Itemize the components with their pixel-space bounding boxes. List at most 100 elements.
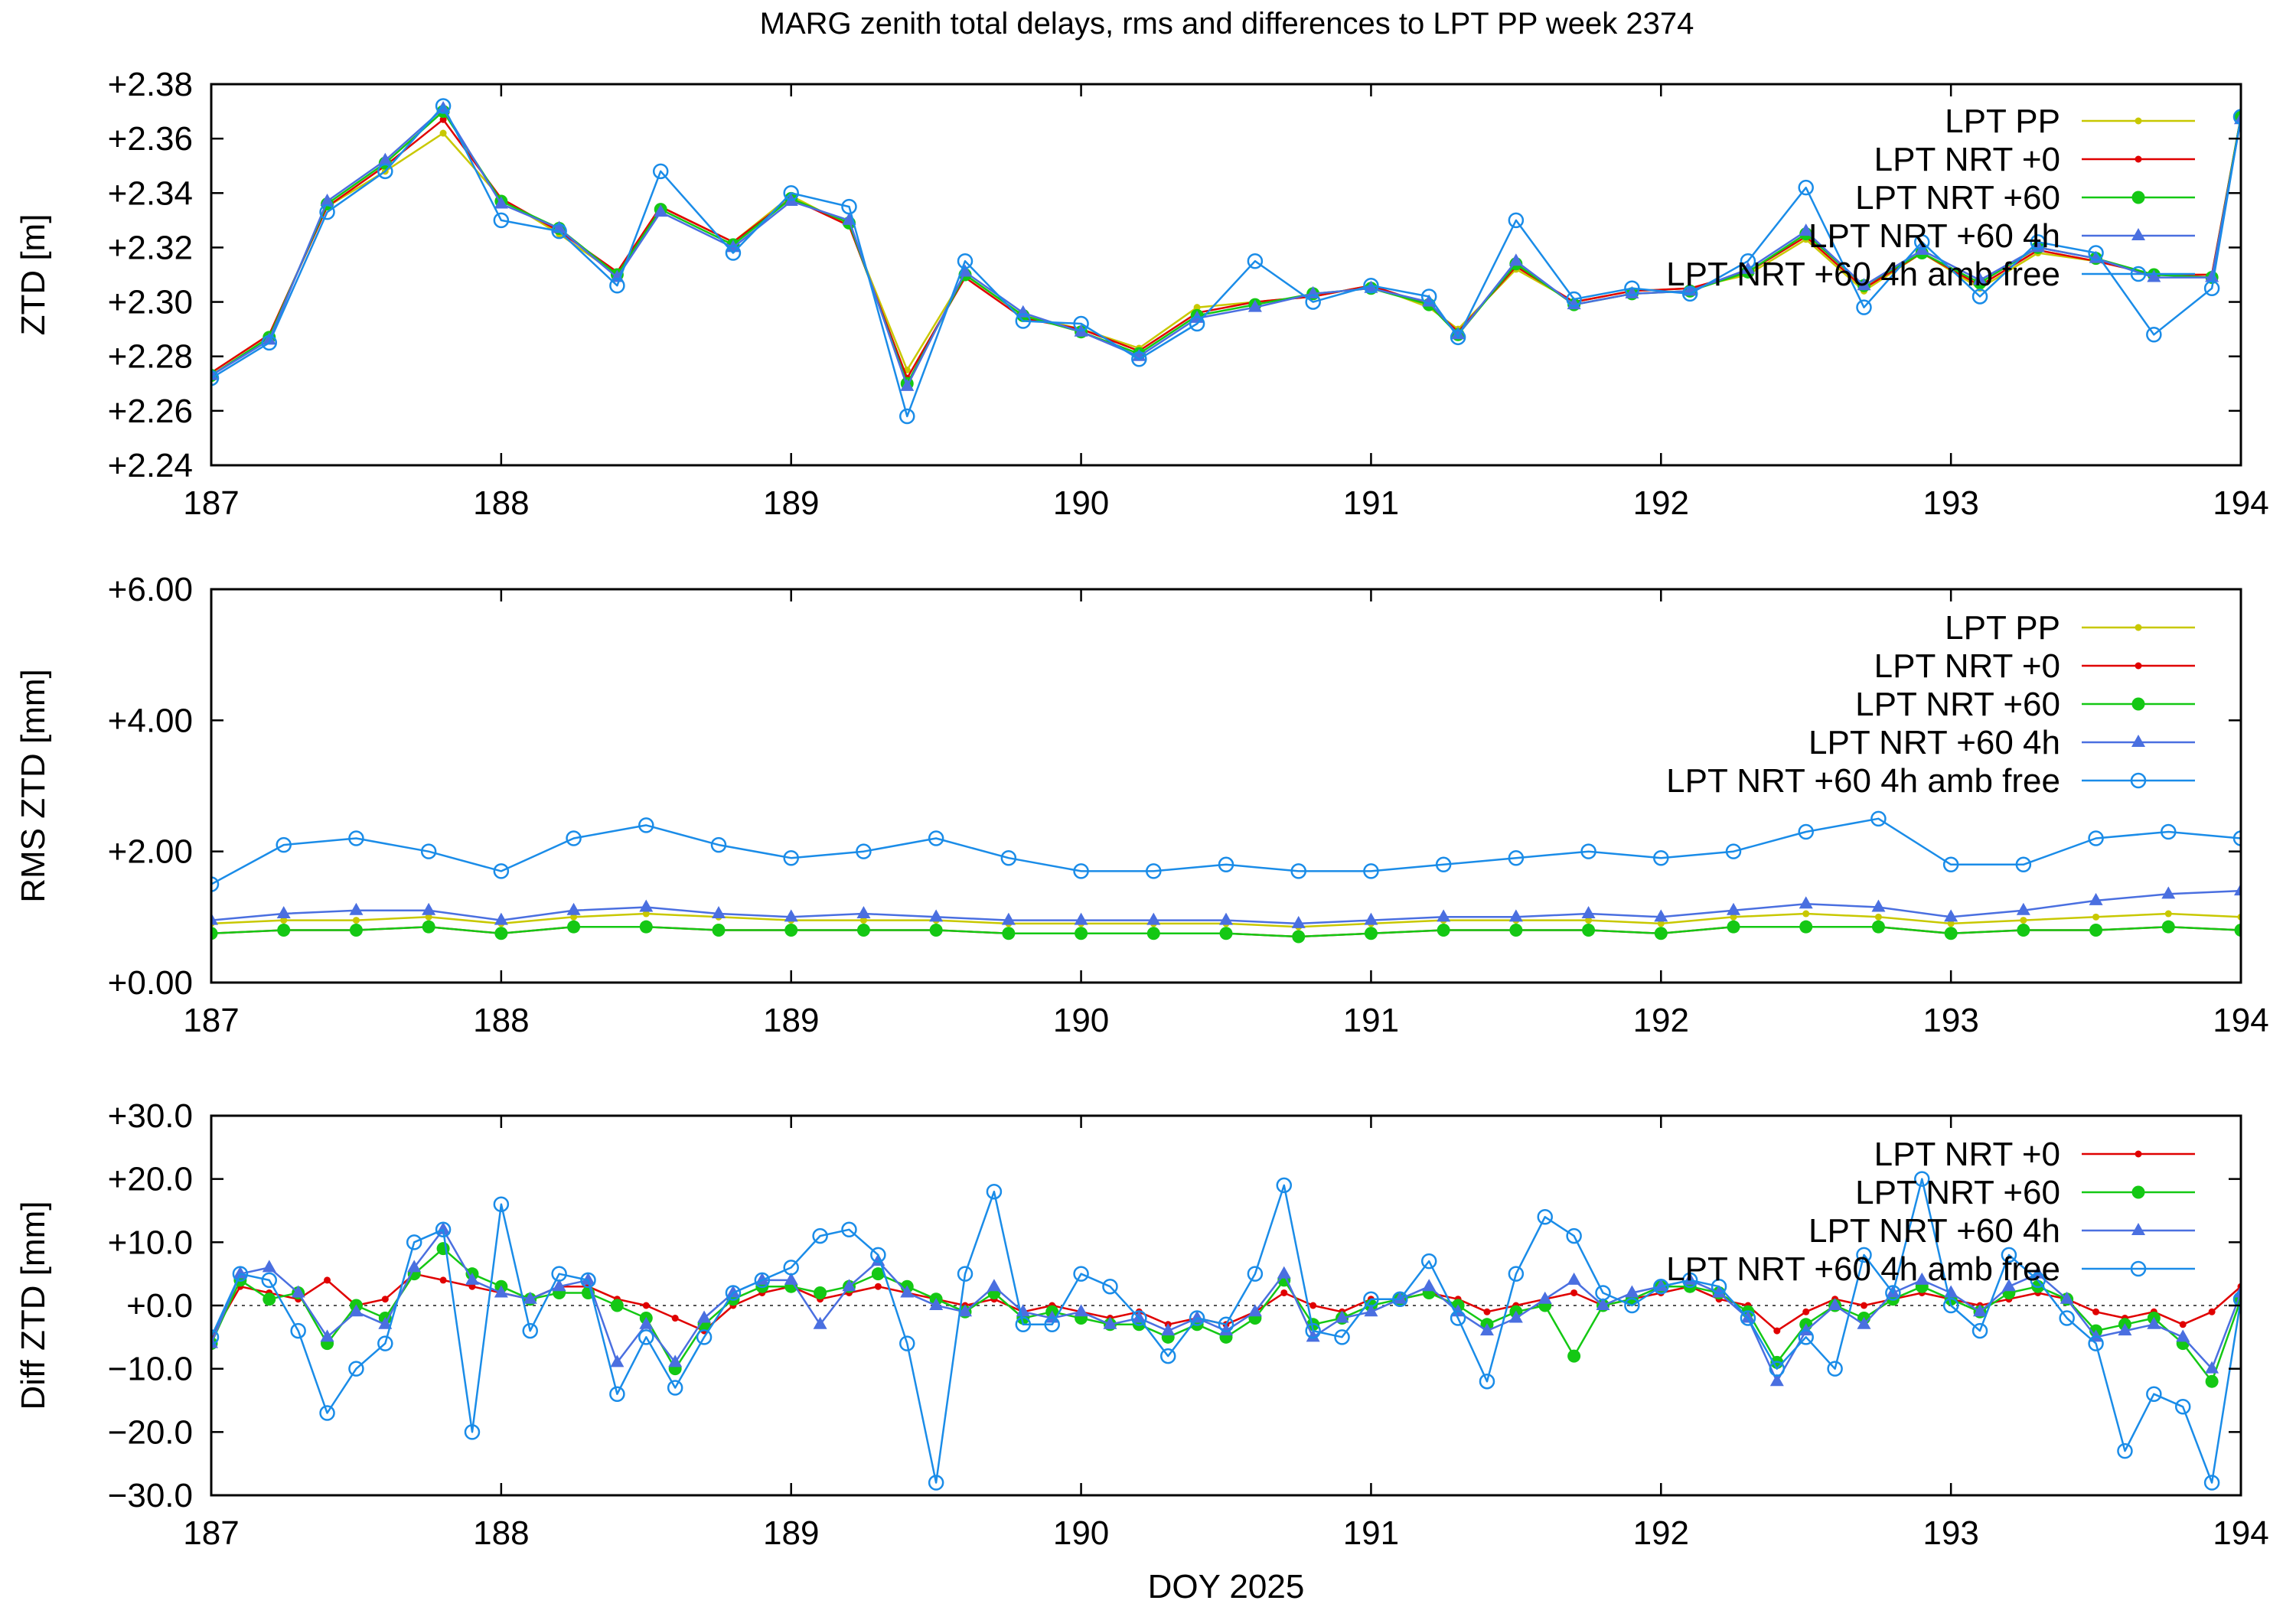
data-point xyxy=(1189,315,1205,332)
data-point xyxy=(261,1272,278,1289)
legend-entry: LPT PP xyxy=(1945,103,2195,140)
data-point xyxy=(783,1260,799,1276)
data-point xyxy=(422,920,435,934)
series-lpt-nrt-60-4h-amb-free xyxy=(211,1171,2241,1491)
data-point xyxy=(1131,351,1147,367)
data-point xyxy=(2092,913,2100,921)
legend-marker xyxy=(2135,662,2142,670)
data-point xyxy=(1798,1329,1814,1345)
data-point xyxy=(1146,927,1160,940)
panel-1: 187 188 189 190 191 192 193 194 +2.24 +2.26 +2.28 +… xyxy=(15,66,2269,522)
data-point xyxy=(349,902,364,915)
data-point xyxy=(1914,1171,1930,1187)
data-point xyxy=(262,1260,276,1273)
x-tick-label: 188 xyxy=(473,484,529,522)
data-point xyxy=(276,836,292,853)
y-tick-label: +4.00 xyxy=(108,702,193,739)
data-point xyxy=(1364,280,1378,293)
data-point xyxy=(1653,849,1669,866)
data-point xyxy=(2161,886,2176,899)
x-tick-label: 192 xyxy=(1633,1002,1689,1039)
data-point xyxy=(652,163,669,180)
data-point xyxy=(280,917,288,924)
data-point xyxy=(1161,1323,1176,1336)
data-point xyxy=(1218,856,1234,873)
data-point xyxy=(2205,269,2219,282)
data-point xyxy=(638,817,654,833)
data-point xyxy=(465,1272,479,1285)
legend-entry: LPT NRT +60 xyxy=(1855,1174,2195,1211)
data-point xyxy=(1654,909,1668,922)
data-point xyxy=(435,98,452,114)
data-point xyxy=(522,1322,538,1339)
data-point xyxy=(232,1266,249,1282)
data-point xyxy=(1914,234,1930,250)
data-point xyxy=(1581,906,1596,919)
data-point xyxy=(856,906,871,919)
data-point xyxy=(1363,1291,1379,1307)
legend-label: LPT NRT +60 4h amb free xyxy=(1666,762,2060,800)
data-point xyxy=(2205,1361,2219,1374)
data-point xyxy=(1625,1285,1639,1298)
data-point xyxy=(1103,1316,1117,1329)
legend-marker xyxy=(2131,228,2145,240)
x-tick-label: 191 xyxy=(1343,484,1399,522)
data-point xyxy=(1740,1310,1756,1326)
data-point xyxy=(566,902,581,915)
data-point xyxy=(348,830,364,846)
data-point xyxy=(1769,1361,1786,1377)
data-point xyxy=(2015,856,2032,873)
data-point xyxy=(783,849,799,866)
data-point xyxy=(1364,927,1378,940)
plot-frame xyxy=(210,83,2242,467)
data-point xyxy=(1624,1297,1640,1314)
legend-label: LPT NRT +60 4h xyxy=(1808,217,2060,255)
y-tick-label: +30.0 xyxy=(108,1097,193,1135)
series-line xyxy=(211,1178,2241,1484)
data-point xyxy=(929,909,944,922)
x-tick-label: 190 xyxy=(1053,1002,1109,1039)
data-point xyxy=(1219,1323,1233,1336)
data-point xyxy=(422,902,436,915)
data-point xyxy=(2232,1291,2241,1307)
data-point xyxy=(642,1302,650,1309)
data-point xyxy=(812,1227,828,1244)
series-lpt-nrt-60-4h xyxy=(211,883,2241,928)
data-point xyxy=(1075,927,1088,940)
data-point xyxy=(566,830,582,846)
data-point xyxy=(420,843,437,859)
data-point xyxy=(2147,269,2161,282)
series-line xyxy=(211,817,2241,885)
legend-label: LPT NRT +60 xyxy=(1855,179,2060,217)
data-point xyxy=(1681,1272,1698,1289)
data-point xyxy=(1681,285,1698,302)
legend-entry: LPT NRT +0 xyxy=(1874,647,2195,685)
data-point xyxy=(697,1310,712,1323)
data-point xyxy=(874,1283,882,1290)
data-point xyxy=(2060,1291,2074,1304)
data-point xyxy=(671,1315,679,1322)
data-point xyxy=(2001,1279,2016,1292)
data-point xyxy=(1000,849,1017,866)
data-point xyxy=(493,1196,510,1212)
data-point xyxy=(1654,927,1668,940)
data-point xyxy=(2234,883,2241,896)
data-point xyxy=(1276,1177,1293,1194)
data-point xyxy=(609,277,625,294)
data-point xyxy=(929,1298,944,1310)
data-point xyxy=(1769,1374,1784,1387)
data-point xyxy=(2203,1475,2220,1491)
data-point xyxy=(1392,1291,1408,1307)
data-point xyxy=(754,1272,771,1289)
legend-label: LPT NRT +0 xyxy=(1874,647,2060,685)
data-point xyxy=(1802,1308,1810,1315)
data-point xyxy=(1074,1304,1088,1317)
y-axis-label: Diff ZTD [mm] xyxy=(15,1201,52,1410)
data-point xyxy=(377,1335,393,1351)
legend-entry: LPT NRT +60 4h amb free xyxy=(1666,256,2195,293)
data-point xyxy=(263,1292,276,1306)
data-point xyxy=(1582,923,1596,937)
data-point xyxy=(1509,923,1523,937)
data-point xyxy=(1305,1322,1321,1339)
